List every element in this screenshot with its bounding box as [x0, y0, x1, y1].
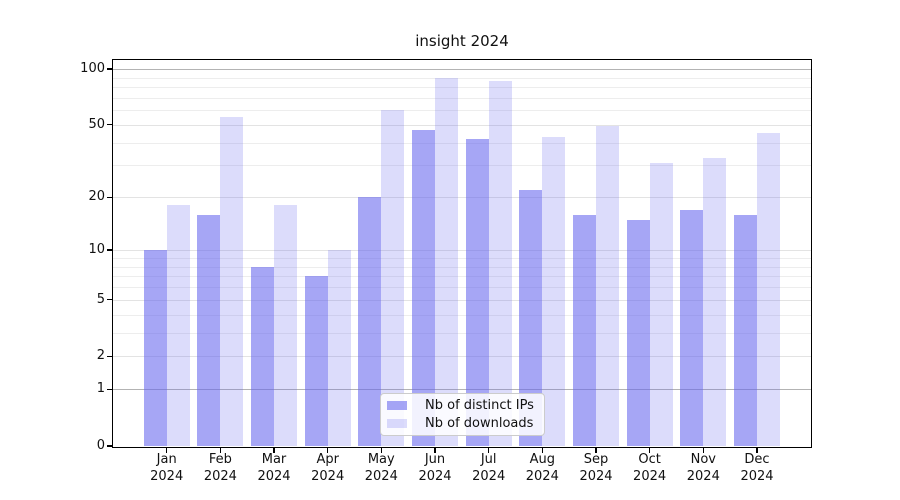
bar-downloads — [488, 81, 512, 446]
bar-downloads — [274, 205, 297, 446]
legend-item-distinct-ips: Nb of distinct IPs — [387, 397, 538, 414]
minor-gridline — [113, 77, 811, 79]
minor-gridline — [113, 266, 811, 268]
bar-downloads — [220, 117, 244, 446]
y-tick-label: 50 — [88, 116, 105, 132]
bar-downloads — [542, 136, 566, 446]
legend-swatch-downloads — [387, 419, 407, 429]
minor-gridline — [113, 314, 811, 316]
bar-downloads — [166, 205, 190, 446]
major-gridline — [113, 124, 811, 126]
bar-distinct-ips — [573, 214, 596, 446]
x-tick — [434, 447, 436, 453]
y-tick — [106, 68, 113, 70]
x-tick — [648, 447, 651, 453]
chart-title: insight 2024 — [415, 32, 509, 50]
y-tick — [106, 124, 113, 126]
bar-distinct-ips — [358, 197, 382, 446]
major-gridline — [113, 197, 811, 199]
y-tick — [106, 445, 113, 447]
x-tick-label: Apr 2024 — [311, 452, 345, 484]
y-tick-label: 10 — [88, 242, 105, 258]
x-tick — [380, 447, 382, 453]
y-tick — [106, 298, 113, 301]
major-gridline — [113, 250, 811, 252]
major-gridline — [113, 356, 811, 358]
bar-distinct-ips — [734, 214, 757, 446]
bar-distinct-ips — [465, 138, 489, 446]
y-tick-label: 100 — [80, 60, 105, 76]
x-tick-label: Jun 2024 — [418, 452, 452, 484]
x-tick-label: Dec 2024 — [740, 452, 774, 484]
legend-swatch-distinct-ips — [387, 400, 407, 410]
minor-gridline — [113, 332, 811, 334]
bar-distinct-ips — [251, 266, 274, 446]
y-tick-label: 5 — [96, 291, 105, 307]
plot-frame — [112, 59, 812, 448]
emphasized-gridline — [113, 389, 811, 391]
y-tick-label: 20 — [88, 189, 105, 205]
minor-gridline — [113, 257, 811, 259]
y-tick — [106, 388, 113, 391]
minor-gridline — [113, 165, 811, 167]
legend: Nb of distinct IPs Nb of downloads — [380, 393, 545, 436]
y-tick-label: 2 — [96, 348, 105, 364]
x-tick — [595, 447, 597, 453]
legend-label-distinct-ips: Nb of distinct IPs — [425, 397, 534, 413]
x-tick-label: Mar 2024 — [257, 452, 291, 484]
bar-distinct-ips — [304, 276, 328, 446]
minor-gridline — [113, 142, 811, 144]
bar-downloads — [435, 77, 458, 446]
emphasized-gridline — [113, 68, 811, 70]
x-tick-label: Oct 2024 — [633, 452, 667, 484]
x-tick-label: Jul 2024 — [472, 452, 506, 484]
x-tick-label: May 2024 — [364, 452, 398, 484]
minor-gridline — [113, 276, 811, 278]
x-tick — [166, 447, 168, 453]
x-tick-label: Aug 2024 — [525, 452, 559, 484]
bar-downloads — [649, 162, 673, 446]
minor-gridline — [113, 97, 811, 99]
y-tick-label: 0 — [96, 438, 105, 453]
bar-distinct-ips — [197, 214, 221, 446]
y-tick — [106, 355, 113, 357]
bar-distinct-ips — [680, 209, 704, 446]
x-tick-label: Sep 2024 — [579, 452, 613, 484]
x-tick-label: Feb 2024 — [203, 452, 237, 484]
x-tick — [327, 447, 329, 453]
x-tick-label: Nov 2024 — [686, 452, 720, 484]
major-gridline — [113, 299, 811, 301]
bar-distinct-ips — [519, 189, 543, 446]
x-tick — [488, 447, 490, 453]
minor-gridline — [113, 87, 811, 88]
bar-downloads — [327, 250, 351, 446]
bar-downloads — [757, 133, 780, 446]
y-tick — [106, 196, 113, 198]
bar-downloads — [703, 157, 727, 446]
minor-gridline — [113, 287, 811, 288]
x-tick — [273, 447, 275, 453]
bar-distinct-ips — [143, 250, 167, 446]
bar-downloads — [596, 126, 619, 446]
x-tick — [756, 447, 758, 453]
minor-gridline — [113, 110, 811, 112]
x-tick — [702, 447, 704, 453]
y-tick-label: 1 — [96, 381, 105, 397]
legend-item-downloads: Nb of downloads — [387, 416, 538, 433]
x-tick-label: Jan 2024 — [150, 452, 184, 484]
bar-distinct-ips — [412, 129, 435, 446]
bar-downloads — [381, 110, 405, 446]
x-tick — [541, 447, 543, 453]
bar-distinct-ips — [626, 219, 650, 446]
legend-label-downloads: Nb of downloads — [425, 416, 534, 432]
x-tick — [219, 447, 222, 453]
y-tick — [106, 249, 113, 251]
